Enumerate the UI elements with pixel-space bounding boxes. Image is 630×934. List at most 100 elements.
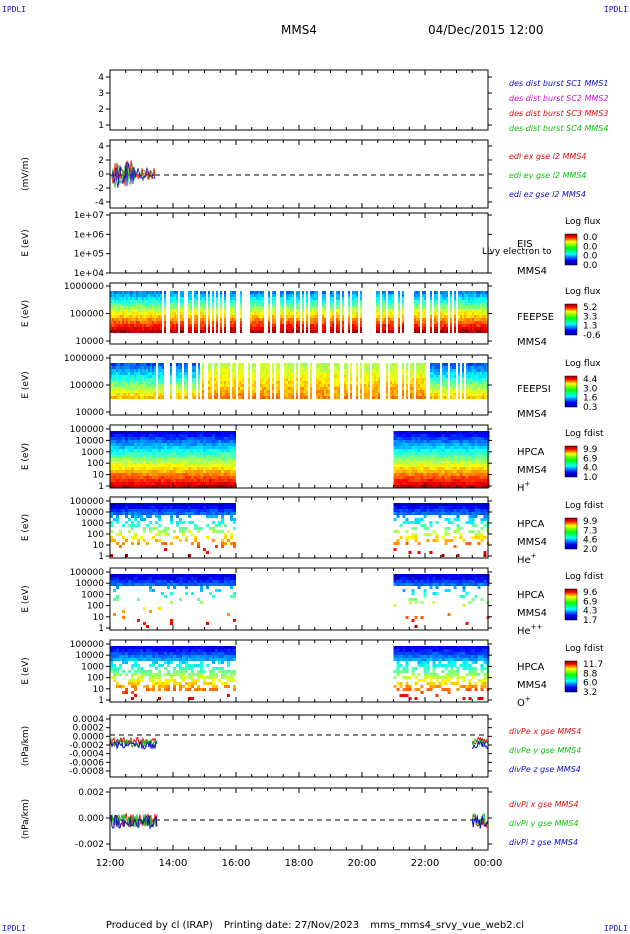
y-tick-label: 4 — [98, 73, 104, 83]
panel-p9-content — [110, 646, 490, 700]
series-blue-trace — [109, 739, 158, 750]
panel-p1-frame — [109, 69, 489, 131]
corner-label-bottom-right: IPDLI — [603, 924, 628, 933]
species-label: HPCA — [517, 662, 545, 673]
y-tick-label: 1000 — [81, 662, 104, 672]
panel-p2-frame — [109, 139, 489, 209]
spectrogram-cells — [110, 646, 490, 700]
y-axis-label: E (eV) — [21, 371, 31, 398]
footer-producer: Produced by cl (IRAP) — [105, 920, 213, 931]
y-tick-label: 1 — [98, 121, 104, 131]
colorbar-value: 4.6 — [583, 536, 598, 546]
y-tick-label: 3 — [98, 89, 104, 99]
y-tick-label: 0.0000 — [73, 732, 105, 742]
species-label: EIS — [517, 239, 533, 250]
y-axis-label: E (eV) — [21, 657, 31, 684]
species-label: He++ — [517, 623, 543, 637]
spectrogram-cells — [110, 363, 488, 399]
y-axis-label: (nPa/km) — [21, 726, 31, 766]
species-label: MMS4 — [517, 409, 547, 420]
colorbar-value: -0.6 — [583, 331, 601, 341]
y-tick-label: 100 — [87, 459, 104, 469]
y-tick-label: 100000 — [70, 381, 105, 391]
footer: Produced by cl (IRAP) Printing date: 27/… — [0, 920, 630, 931]
colorbar — [564, 660, 578, 693]
spectrogram-cells — [110, 503, 490, 557]
colorbar-value: 5.2 — [583, 303, 597, 313]
y-tick-label: 1000 — [81, 519, 104, 529]
colorbar-value: 3.2 — [583, 688, 597, 698]
y-tick-label: 10000 — [75, 579, 104, 589]
species-label: O+ — [517, 695, 531, 709]
panel-p11-frame — [109, 787, 489, 851]
species-label: He+ — [517, 552, 537, 566]
colorbar-title: Log flux — [565, 287, 601, 297]
panel-p5: 1000000 100000 10000 E (eV) FEEPSI MMS4 Log fl… — [21, 354, 601, 420]
colorbar — [564, 588, 578, 621]
colorbar-value: 4.3 — [583, 607, 597, 617]
colorbar-value: 0.0 — [583, 233, 598, 243]
colorbar-value: 0.0 — [583, 261, 598, 271]
legend-entry: des dist burst SC2 MMS2 — [509, 94, 608, 103]
y-tick-label: 10000 — [75, 337, 104, 347]
y-axis-label: E (eV) — [21, 514, 31, 541]
colorbar — [564, 517, 578, 550]
colorbar-value: 6.9 — [583, 454, 598, 464]
panel-p10: 0.00040.00020.0000-0.0002-0.0004-0.0006-… — [21, 714, 581, 778]
y-tick-label: 100000 — [70, 568, 105, 578]
colorbar-value: 7.3 — [583, 526, 597, 536]
corner-label-top-right: IPDLI — [603, 5, 628, 14]
y-tick-label: 1000 — [81, 590, 104, 600]
y-tick-label: 10000 — [75, 651, 104, 661]
y-tick-label: -2 — [95, 184, 104, 194]
colorbar-value: 0.0 — [583, 252, 598, 262]
legend-entry: des dist burst SC3 MMS3 — [509, 109, 608, 118]
x-tick-label: 14:00 — [159, 858, 188, 869]
colorbar-value: 4.4 — [583, 375, 598, 385]
colorbar-title: Log fdist — [565, 501, 604, 511]
legend-entry: des dist burst SC1 MMS1 — [509, 79, 608, 88]
panel-p6-content — [110, 431, 490, 488]
y-tick-label: 100000 — [70, 310, 105, 320]
y-axis-label: (mV/m) — [21, 157, 31, 191]
y-tick-label: 100000 — [70, 497, 105, 507]
y-tick-label: 10 — [93, 541, 105, 551]
y-tick-label: 0.0002 — [73, 724, 105, 734]
colorbar-value: 6.0 — [583, 679, 598, 689]
y-tick-label: 100 — [87, 602, 104, 612]
corner-label-bottom-left: IPDLI — [2, 924, 27, 933]
legend-entry: divPi z gse MMS4 — [509, 838, 578, 847]
legend-entry: divPi y gse MMS4 — [509, 819, 579, 828]
y-tick-label: 100 — [87, 530, 104, 540]
panel-p4-content — [110, 291, 488, 333]
colorbar-title: Log fdist — [565, 572, 604, 582]
y-tick-label: 10000 — [75, 508, 104, 518]
species-label: MMS4 — [517, 465, 547, 476]
colorbar-title: Log flux — [565, 359, 601, 369]
panel-p10-frame — [109, 714, 489, 778]
colorbar-value: 8.8 — [583, 669, 598, 679]
panel-p8-content — [110, 574, 490, 628]
colorbar-value: 2.0 — [583, 545, 598, 555]
y-tick-label: -0.0006 — [69, 758, 104, 768]
y-tick-label: 2 — [98, 156, 104, 166]
x-tick-label: 12:00 — [96, 858, 125, 869]
corner-label-top-left: IPDLI — [2, 5, 27, 14]
y-tick-label: 0.000 — [78, 814, 104, 824]
footer-filename: mms_mms4_srvy_vue_web2.cl — [370, 920, 525, 931]
spectrogram-cells — [110, 291, 488, 333]
y-tick-label: 1000 — [81, 448, 104, 458]
legend-entry: des dist burst SC4 MMS4 — [509, 124, 608, 133]
spacecraft-title: MMS4 — [281, 23, 317, 37]
colorbar-title: Log fdist — [565, 429, 604, 439]
y-tick-label: 0.0004 — [73, 715, 105, 725]
colorbar-value: 1.0 — [583, 473, 598, 483]
x-tick-label: 20:00 — [348, 858, 377, 869]
y-tick-label: 100000 — [70, 425, 105, 435]
y-tick-label: -0.0004 — [69, 750, 104, 760]
colorbar-value: 9.6 — [583, 588, 598, 598]
y-tick-label: 4 — [98, 142, 104, 152]
colorbar-value: 9.9 — [583, 445, 598, 455]
